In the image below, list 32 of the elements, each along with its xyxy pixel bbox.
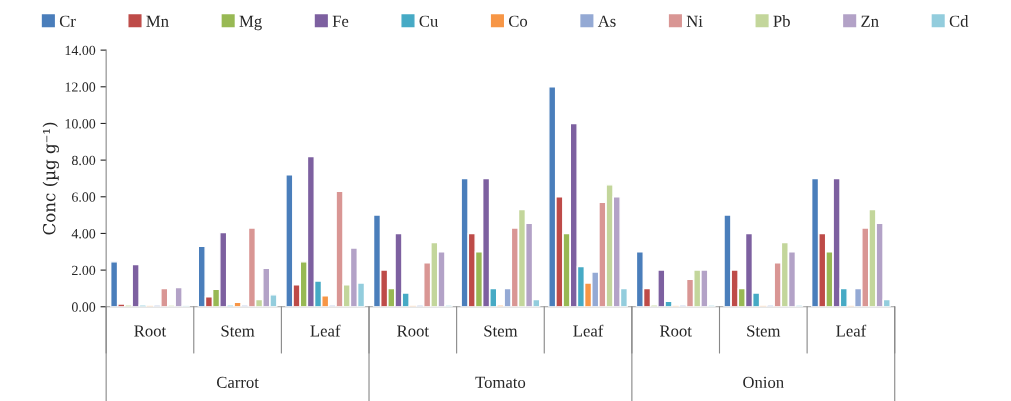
legend-label: Mg bbox=[239, 15, 262, 31]
legend-label: Co bbox=[508, 15, 528, 27]
y-tick-label: 6.00 bbox=[72, 192, 96, 202]
x-tick-label: Leaf bbox=[836, 324, 867, 337]
legend-label: Cr bbox=[59, 15, 76, 27]
x-tick-label: Stem bbox=[484, 325, 518, 337]
x-tick-label: Leaf bbox=[310, 324, 341, 337]
x-tick-label: Stem bbox=[221, 325, 255, 337]
legend-label: Ni bbox=[686, 15, 703, 27]
x-tick-label: Stem bbox=[747, 325, 781, 337]
legend-label: Zn bbox=[861, 15, 879, 27]
y-tick-label: 0.00 bbox=[71, 302, 96, 312]
x-tick-label: Root bbox=[397, 325, 429, 337]
y-tick-label: 12.00 bbox=[65, 82, 96, 92]
x-tick-label: Leaf bbox=[573, 324, 604, 337]
y-tick-label: 14.00 bbox=[65, 45, 96, 56]
legend-label: As bbox=[597, 15, 616, 27]
x-tick-label: Root bbox=[134, 325, 167, 337]
text: Onion bbox=[743, 376, 784, 388]
legend-label: Cd bbox=[949, 15, 969, 27]
legend-label: Mn bbox=[146, 15, 169, 27]
y-tick-label: 10.00 bbox=[65, 119, 96, 129]
text: Tomato bbox=[475, 376, 526, 388]
y-tick-label: 8.00 bbox=[71, 155, 96, 166]
x-tick-label: Root bbox=[659, 325, 692, 337]
legend-label: Cu bbox=[419, 15, 438, 27]
y-tick-label: 2.00 bbox=[72, 265, 96, 276]
legend-label: Fe bbox=[332, 15, 349, 27]
y-axis-title: Conc (µg g⁻¹) bbox=[42, 122, 59, 235]
y-tick-label: 4.00 bbox=[71, 229, 96, 239]
text: Carrot bbox=[216, 376, 259, 388]
legend-label: Pb bbox=[773, 15, 790, 27]
